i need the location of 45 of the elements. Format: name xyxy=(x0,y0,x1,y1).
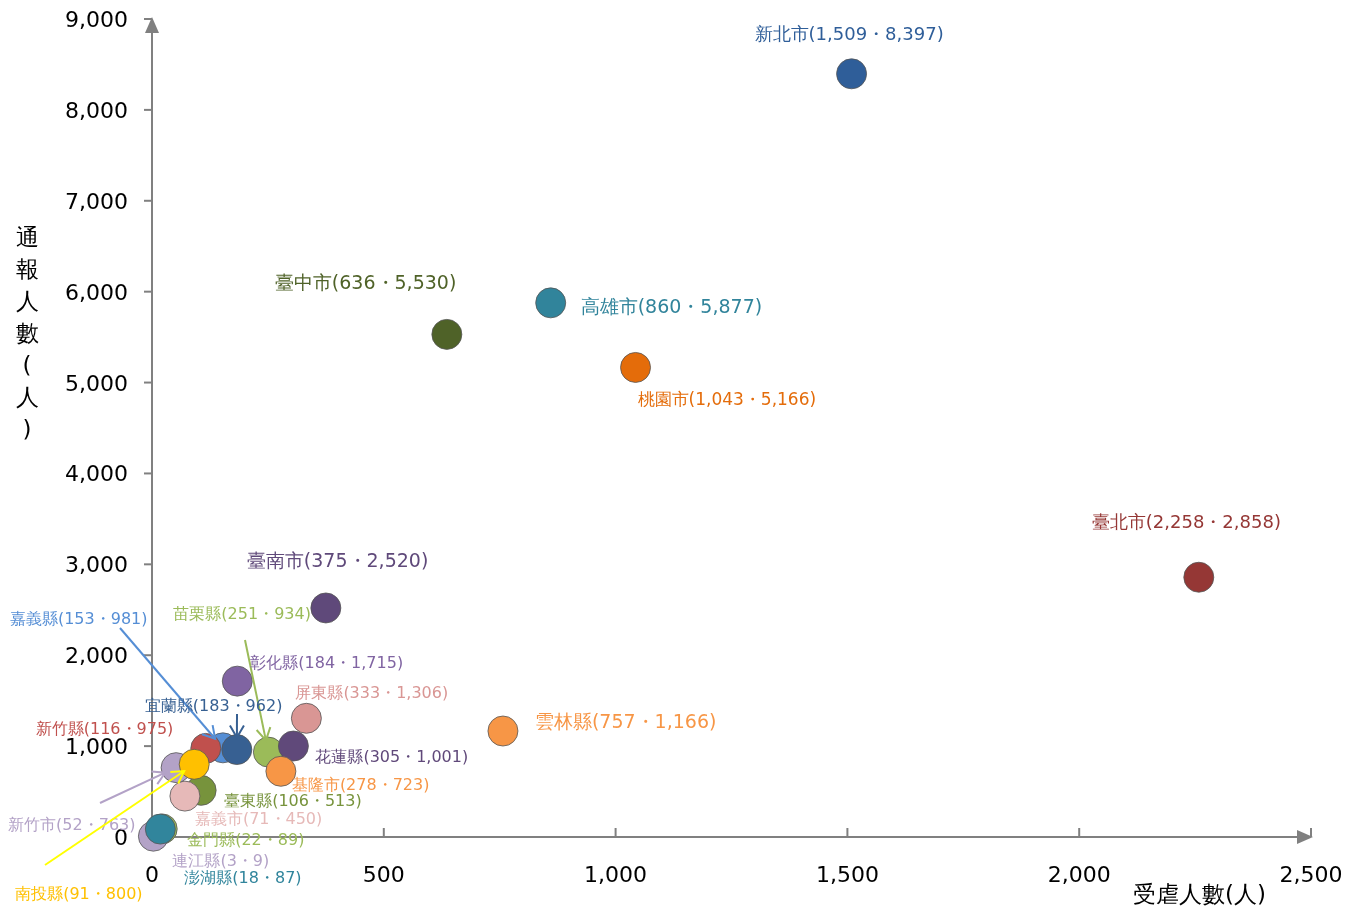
point xyxy=(431,318,463,350)
data-label: 高雄市(860・5,877) xyxy=(580,294,763,317)
y-tick-label: 8,000 xyxy=(65,97,128,123)
data-label: 南投縣(91・800) xyxy=(15,884,143,904)
point xyxy=(310,592,342,624)
y-tick-label: 9,000 xyxy=(65,7,128,32)
x-tick-label: 1,000 xyxy=(584,862,648,887)
data-label: 臺北市(2,258・2,858) xyxy=(1091,511,1281,533)
point xyxy=(290,702,322,734)
y-tick-label: 2,000 xyxy=(65,643,128,669)
data-label: 澎湖縣(18・87) xyxy=(184,868,302,888)
point xyxy=(221,734,253,765)
point xyxy=(836,58,867,90)
data-label: 彰化縣(184・1,715) xyxy=(250,653,404,673)
point xyxy=(278,730,309,762)
data-label: 雲林縣(757・1,166) xyxy=(534,710,717,733)
data-label: 連江縣(3・9) xyxy=(172,851,270,871)
data-label: 桃園市(1,043・5,166) xyxy=(637,389,817,410)
data-label: 苗栗縣(251・934) xyxy=(173,604,311,624)
y-tick-label: 7,000 xyxy=(65,188,128,214)
x-tick-label: 0 xyxy=(145,862,159,887)
x-axis-title: 受虐人數(人) xyxy=(1133,881,1266,907)
data-label: 基隆市(278・723) xyxy=(291,775,430,795)
x-tick-label: 1,500 xyxy=(815,862,879,887)
data-label: 臺中市(636・5,530) xyxy=(274,271,457,294)
x-tick-label: 2,500 xyxy=(1279,862,1343,887)
data-label: 臺南市(375・2,520) xyxy=(246,548,429,571)
x-tick-label: 2,000 xyxy=(1047,862,1111,887)
point xyxy=(169,780,201,812)
y-tick-label: 4,000 xyxy=(65,461,128,487)
point xyxy=(535,287,567,319)
point xyxy=(487,715,519,747)
y-tick-label: 6,000 xyxy=(65,279,128,305)
y-axis-title: 通報人數(人) xyxy=(15,224,39,442)
x-tick-label: 500 xyxy=(362,862,405,887)
point xyxy=(620,352,651,383)
data-label: 新北市(1,509・8,397) xyxy=(754,22,944,44)
point xyxy=(1183,561,1215,593)
data-label: 屏東縣(333・1,306) xyxy=(295,683,449,703)
y-tick-label: 5,000 xyxy=(65,370,128,396)
point xyxy=(178,748,210,780)
data-label: 花蓮縣(305・1,001) xyxy=(315,747,469,767)
y-tick-label: 3,000 xyxy=(65,552,128,578)
data-label: 嘉義市(71・450) xyxy=(194,809,323,829)
data-label: 嘉義縣(153・981) xyxy=(9,608,148,628)
